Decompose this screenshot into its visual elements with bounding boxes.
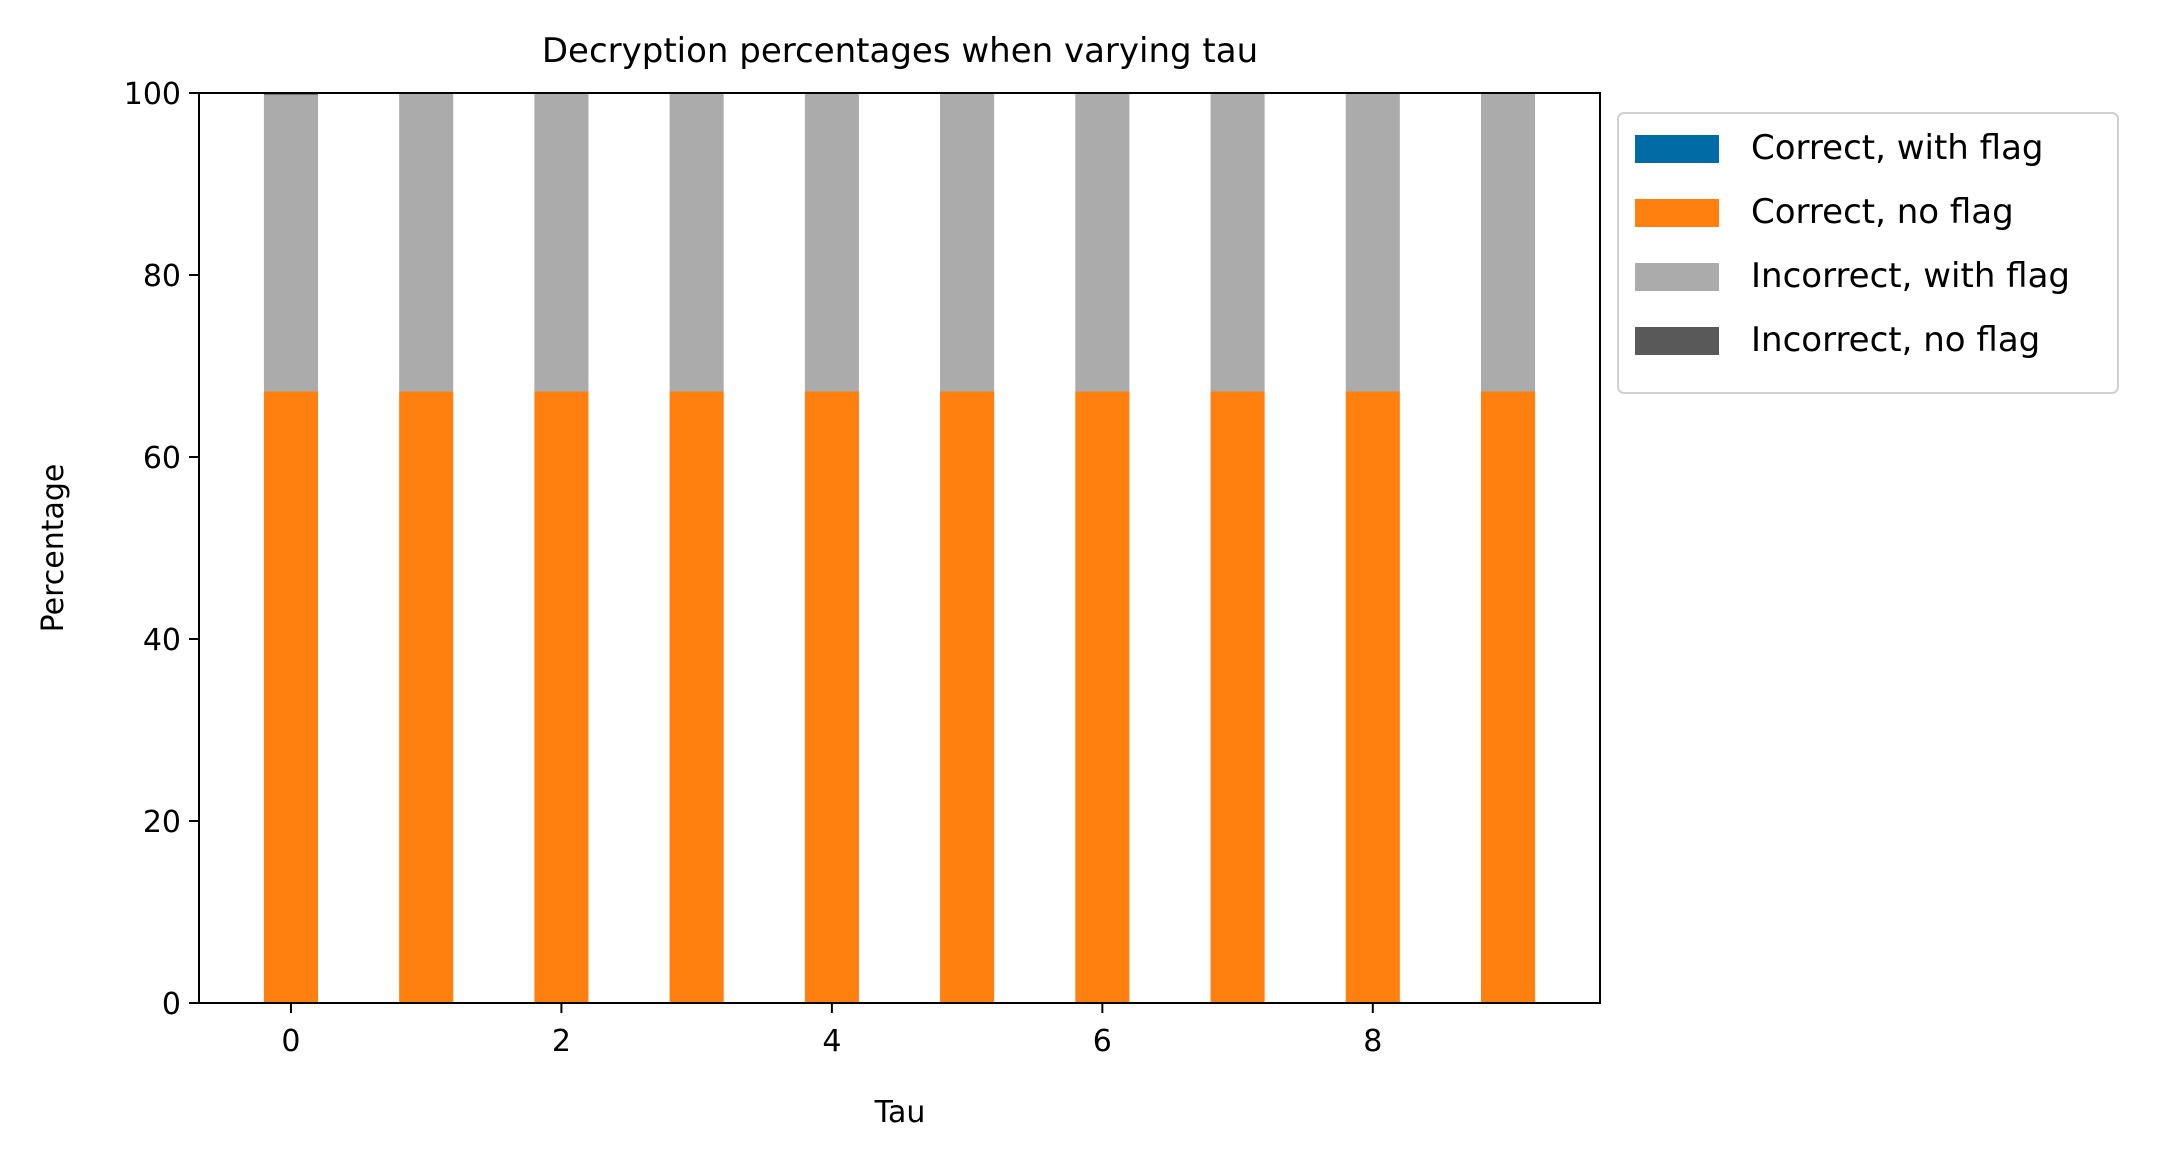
bar-segment — [1481, 93, 1536, 392]
bar-segment — [1345, 93, 1400, 392]
x-axis-label: Tau — [874, 1095, 926, 1130]
bar-segment — [1481, 391, 1536, 1004]
x-tick-label: 6 — [1093, 1024, 1112, 1059]
bar-segment — [263, 94, 318, 392]
legend-label: Correct, no flag — [1751, 192, 2014, 232]
bar-segment — [1210, 93, 1265, 392]
bar-segment — [804, 93, 859, 392]
bar-segment — [940, 93, 995, 392]
y-tick-label: 60 — [143, 441, 181, 476]
legend-swatch — [1635, 135, 1719, 163]
legend-swatch — [1635, 263, 1719, 291]
legend-label: Correct, with flag — [1751, 128, 2044, 168]
bar-segment — [669, 93, 724, 392]
bar-segment — [263, 391, 318, 1004]
y-tick-label: 40 — [143, 623, 181, 658]
bar-segment — [1075, 93, 1130, 392]
y-tick-label: 100 — [124, 77, 181, 112]
bar-segment — [1345, 391, 1400, 1004]
legend-label: Incorrect, with flag — [1751, 256, 2070, 296]
bar-segment — [399, 391, 454, 1004]
bar-segment — [940, 391, 995, 1004]
axes-group: 0 20 40 60 80 100 0 2 4 6 8 — [124, 77, 1601, 1059]
y-tick-label: 0 — [162, 987, 181, 1022]
bar-segment — [669, 391, 724, 1004]
x-tick-label: 0 — [281, 1024, 300, 1059]
bar-segment — [804, 391, 859, 1004]
plot-frame — [198, 92, 1601, 1004]
legend: Correct, with flag Correct, no flag Incorr… — [1617, 112, 2119, 394]
legend-label: Incorrect, no flag — [1751, 320, 2040, 360]
x-tick-label: 4 — [822, 1024, 841, 1059]
bar-segment — [534, 391, 589, 1004]
bar-segment — [1210, 391, 1265, 1004]
x-tick-label: 2 — [552, 1024, 571, 1059]
bar-segment — [1075, 391, 1130, 1004]
x-tick-label: 8 — [1363, 1024, 1382, 1059]
y-tick-label: 20 — [143, 805, 181, 840]
y-tick-label: 80 — [143, 259, 181, 294]
chart-title: Decryption percentages when varying tau — [542, 31, 1258, 71]
y-axis-label: Percentage — [36, 464, 71, 633]
bar-segment — [534, 93, 589, 392]
legend-swatch — [1635, 327, 1719, 355]
bars-group — [263, 93, 1536, 1004]
legend-frame — [1617, 112, 2119, 394]
legend-swatch — [1635, 199, 1719, 227]
bar-segment — [399, 93, 454, 392]
